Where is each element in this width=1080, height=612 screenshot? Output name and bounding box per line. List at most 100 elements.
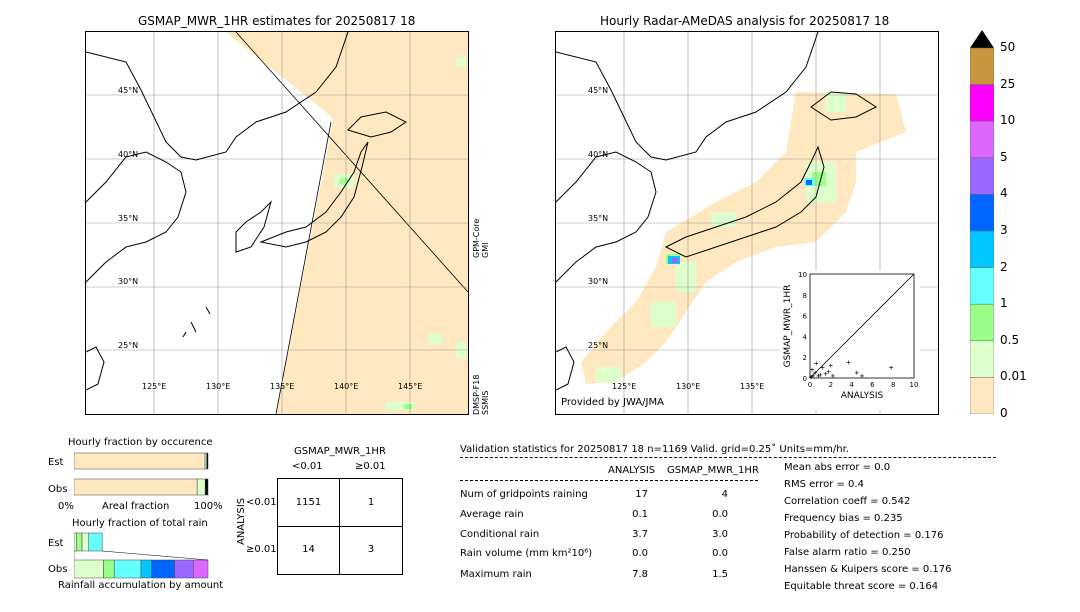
scatter-xtick: 8 <box>891 381 895 389</box>
table-divider <box>460 480 758 481</box>
colorbar-segment <box>969 303 995 342</box>
score-pod: Probability of detection = 0.176 <box>784 530 944 541</box>
scatter-diagonal <box>809 273 915 379</box>
table-divider <box>278 526 402 527</box>
est-rain-segment <box>88 532 103 552</box>
occurrence-segment <box>204 478 209 496</box>
scatter-point <box>854 370 859 375</box>
est-rain-segment <box>81 532 89 552</box>
stat-gsmap: 0.0 <box>712 509 728 520</box>
lat-label: 45°N <box>118 86 139 95</box>
swath-edge <box>235 32 468 293</box>
stat-label: Maximum rain <box>460 569 532 580</box>
scatter-point <box>860 373 864 378</box>
map-grid <box>556 32 938 414</box>
scatter-xtick: 4 <box>849 381 854 389</box>
lat-label: 45°N <box>588 86 609 95</box>
col-gsmap: GSMAP_MWR_1HR <box>667 465 759 476</box>
colorbar-svg <box>969 30 995 415</box>
stat-analysis: 17 <box>635 489 648 500</box>
est-rain-segment <box>76 532 83 552</box>
right-map-canvas <box>556 32 938 414</box>
scatter-point <box>820 365 825 370</box>
scatter-point <box>889 365 894 370</box>
coastline <box>86 32 407 391</box>
lon-label: 130°E <box>676 382 701 391</box>
est-rain-segment <box>74 532 77 552</box>
scatter-ytick: 2 <box>803 354 807 362</box>
obs-rain-segment <box>103 559 115 579</box>
score-far: False alarm ratio = 0.250 <box>784 547 911 558</box>
lon-label: 140°E <box>334 382 359 391</box>
contingency-col-ge: ≥0.01 <box>355 461 386 472</box>
stat-analysis: 0.0 <box>632 548 648 559</box>
lon-label: 135°E <box>740 382 765 391</box>
obs-rain-segment <box>74 559 104 579</box>
col-analysis: ANALYSIS <box>608 465 656 476</box>
stat-gsmap: 0.0 <box>712 548 728 559</box>
contingency-row-lt: <0.01 <box>246 497 277 508</box>
colorbar-segment <box>969 377 995 415</box>
left-map-title: GSMAP_MWR_1HR estimates for 20250817 18 <box>138 14 416 28</box>
colorbar-tick-label: 0 <box>1000 406 1008 420</box>
scatter-point <box>809 374 814 379</box>
bar-label-est: Est <box>48 457 64 468</box>
connector-line <box>102 550 209 561</box>
colorbar-tick-label: 10 <box>1000 113 1016 128</box>
cell-hit: 3 <box>367 544 375 555</box>
cell-hits-none: 1151 <box>295 497 322 508</box>
scatter-xtick: 2 <box>829 381 833 389</box>
scatter-ylabel: GSMAP_MWR_1HR <box>783 285 793 368</box>
colorbar <box>969 30 995 415</box>
colorbar-segment <box>969 267 995 305</box>
stat-analysis: 3.7 <box>632 529 648 540</box>
scatter-xtick: 6 <box>870 381 875 389</box>
cell-miss: 14 <box>302 544 315 555</box>
swath-label: GPM-Core GMI <box>472 218 490 258</box>
header-divider <box>460 457 996 458</box>
occurrence-xlabel: Areal fraction <box>102 501 170 512</box>
lat-label: 35°N <box>588 214 609 223</box>
colorbar-tick-label: 0.5 <box>1000 332 1020 347</box>
total-rain-xlabel: Rainfall accumulation by amount <box>58 580 224 591</box>
colorbar-tick-label: 2 <box>1000 259 1008 274</box>
scatter-point <box>813 370 818 375</box>
occurrence-title: Hourly fraction by occurence <box>68 437 213 448</box>
score-bias: Frequency bias = 0.235 <box>784 513 903 524</box>
lat-label: 25°N <box>118 341 139 350</box>
occurrence-bars <box>74 452 209 496</box>
score-mae: Mean abs error = 0.0 <box>784 462 891 473</box>
occurrence-segment <box>74 478 198 496</box>
colorbar-labels: 50 25 10 5 4 3 2 1 0.5 0.01 0 <box>1000 30 1060 420</box>
stat-gsmap: 3.0 <box>712 529 728 540</box>
axis-tick-0: 0% <box>58 501 74 512</box>
scatter-point <box>828 363 833 368</box>
colorbar-tick-label: 5 <box>1000 149 1008 164</box>
swath-edge <box>275 121 332 414</box>
swath-coverage-north <box>226 32 468 222</box>
scatter-point <box>818 372 823 377</box>
colorbar-tick-label: 50 <box>1000 40 1016 54</box>
lon-label: 135°E <box>270 382 295 391</box>
occurrence-segment <box>206 452 209 470</box>
bar-label-obs: Obs <box>48 484 68 495</box>
stat-label: Conditional rain <box>460 529 540 540</box>
scatter-ytick: 0 <box>803 375 807 383</box>
scatter-point <box>814 361 819 366</box>
left-map: 45°N 40°N 35°N 30°N 25°N 125°E 130°E 135… <box>85 31 469 415</box>
scatter-xlabel: ANALYSIS <box>841 391 884 401</box>
score-corr: Correlation coeff = 0.542 <box>784 496 911 507</box>
occurrence-segment <box>196 478 206 496</box>
stat-analysis: 7.8 <box>632 569 648 580</box>
scatter-ytick: 8 <box>803 292 807 300</box>
scatter-ytick: 4 <box>803 333 808 341</box>
validation-header: Validation statistics for 20250817 18 n=… <box>460 444 849 455</box>
scatter-ytick: 10 <box>798 271 807 279</box>
lon-label: 145°E <box>398 382 423 391</box>
total-rain-title: Hourly fraction of total rain <box>72 518 208 529</box>
bar-label-est: Est <box>48 538 64 549</box>
right-map-title: Hourly Radar-AMeDAS analysis for 2025081… <box>600 14 890 28</box>
scatter-point <box>816 373 821 378</box>
contingency-title: GSMAP_MWR_1HR <box>294 446 386 457</box>
lat-label: 30°N <box>118 277 139 286</box>
